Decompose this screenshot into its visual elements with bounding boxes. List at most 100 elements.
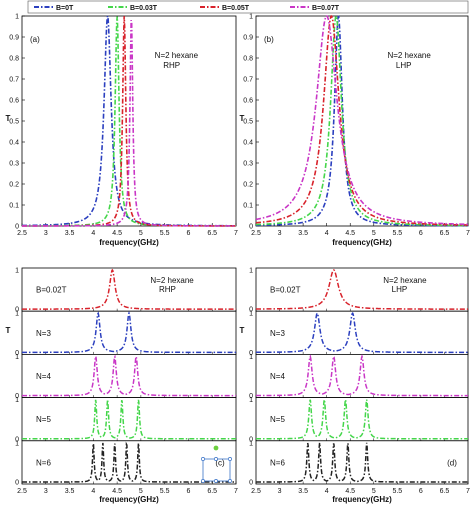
y-tick-label: 1 (249, 268, 253, 275)
x-tick-label: 3.5 (65, 230, 75, 237)
annotation-line: N=2 hexane (383, 276, 427, 285)
series-line (22, 399, 236, 440)
panel-label: (c) (215, 458, 225, 467)
x-tick-label: 2.5 (251, 488, 261, 495)
series-line (255, 354, 468, 397)
legend-entry-b003: B=0.03T (108, 5, 158, 12)
y-tick-label: 0.6 (243, 98, 253, 105)
x-tick-label: 6.5 (440, 488, 450, 495)
y-tick-label: 1 (15, 268, 19, 275)
x-tick-label: 3 (44, 230, 48, 237)
x-axis-label: frequency(GHz) (332, 238, 392, 247)
subplot-frame (255, 353, 469, 398)
y-axis-label: T (6, 114, 11, 123)
x-tick-label: 5.5 (392, 230, 402, 237)
row-label: N=5 (270, 415, 285, 424)
x-tick-label: 3 (278, 230, 282, 237)
y-axis-label: T (240, 114, 245, 123)
legend-entry-b0: B=0T (34, 5, 74, 12)
x-tick-label: 4 (91, 488, 95, 495)
y-tick-label: 0.6 (9, 98, 19, 105)
series-line (255, 15, 469, 226)
inset-handle (201, 479, 205, 483)
y-tick-label: 1 (15, 311, 19, 318)
legend-label: B=0.07T (312, 5, 340, 12)
x-tick-label: 6.5 (440, 230, 450, 237)
series-line (256, 442, 468, 483)
x-tick-label: 6.5 (207, 488, 217, 495)
y-tick-label: 0.1 (243, 203, 253, 210)
series-line (255, 13, 469, 227)
x-tick-label: 3.5 (65, 488, 75, 495)
subplot-frame (21, 353, 237, 398)
x-tick-label: 4.5 (345, 230, 355, 237)
series-line (22, 353, 236, 397)
y-tick-label: 1 (249, 14, 253, 21)
x-tick-label: 4 (325, 230, 329, 237)
panel-b: 0 0.1 0.2 0.3 0.4 0.5 0.6 0.7 0.8 0.9 1 2.5 3 3.5 4 4.5… (240, 14, 470, 248)
subplot-frame (255, 440, 469, 485)
series-line (22, 310, 236, 354)
y-tick-label: 0 (249, 307, 253, 314)
subplot-frame (21, 310, 237, 355)
y-tick-label: 1 (15, 440, 19, 447)
y-tick-label: 1 (15, 397, 19, 404)
annotation-line: RHP (159, 285, 176, 294)
x-tick-label: 5.5 (160, 488, 170, 495)
x-tick-label: 2.5 (17, 488, 27, 495)
series-line (22, 441, 236, 483)
x-tick-label: 5.5 (160, 230, 170, 237)
y-tick-label: 0.3 (9, 161, 19, 168)
y-tick-label: 0 (15, 436, 19, 443)
legend-entry-b007: B=0.07T (290, 5, 340, 12)
row-label: N=3 (36, 329, 51, 338)
x-tick-label: 6 (419, 488, 423, 495)
y-tick-label: 0 (15, 480, 19, 487)
x-tick-label: 7 (234, 488, 238, 495)
x-tick-label: 3 (44, 488, 48, 495)
legend-label: B=0T (56, 5, 74, 12)
series-line (255, 14, 469, 226)
series-line (255, 15, 468, 227)
y-tick-label: 0 (249, 393, 253, 400)
subplot-frame (255, 267, 469, 312)
annotation-line: N=2 hexane (150, 276, 194, 285)
plot-frame (255, 15, 469, 227)
y-tick-label: 0 (249, 350, 253, 357)
annotation-line: N=2 hexane (387, 51, 431, 60)
x-tick-label: 3.5 (298, 230, 308, 237)
x-tick-label: 2.5 (17, 230, 27, 237)
y-tick-label: 0 (249, 224, 253, 231)
row-label: N=6 (36, 458, 51, 467)
series-line (256, 312, 468, 354)
series-line (22, 20, 236, 227)
series-line (256, 269, 468, 310)
y-tick-label: 0.2 (243, 182, 253, 189)
series-line (256, 399, 468, 440)
annotation-line: RHP (163, 61, 180, 70)
y-tick-label: 0 (15, 350, 19, 357)
y-tick-label: 0 (15, 224, 19, 231)
y-tick-label: 0.5 (9, 119, 19, 126)
subplot-frame (21, 267, 237, 312)
x-tick-label: 3.5 (298, 488, 308, 495)
inset-handle (214, 479, 218, 483)
subplot-frame (255, 310, 469, 355)
row-label: N=3 (270, 329, 285, 338)
annotation-line: LHP (392, 285, 408, 294)
x-tick-label: 6.5 (207, 230, 217, 237)
y-tick-label: 1 (15, 354, 19, 361)
legend-label: B=0.03T (130, 5, 158, 12)
y-tick-label: 0.8 (9, 56, 19, 63)
x-tick-label: 4 (325, 488, 329, 495)
y-axis-label: T (240, 326, 245, 335)
x-tick-label: 4.5 (112, 230, 122, 237)
series-line (22, 268, 236, 310)
y-axis-label: T (6, 326, 11, 335)
y-tick-label: 0 (15, 393, 19, 400)
y-tick-label: 0 (249, 436, 253, 443)
x-tick-label: 7 (466, 230, 470, 237)
y-tick-label: 0.4 (243, 140, 253, 147)
